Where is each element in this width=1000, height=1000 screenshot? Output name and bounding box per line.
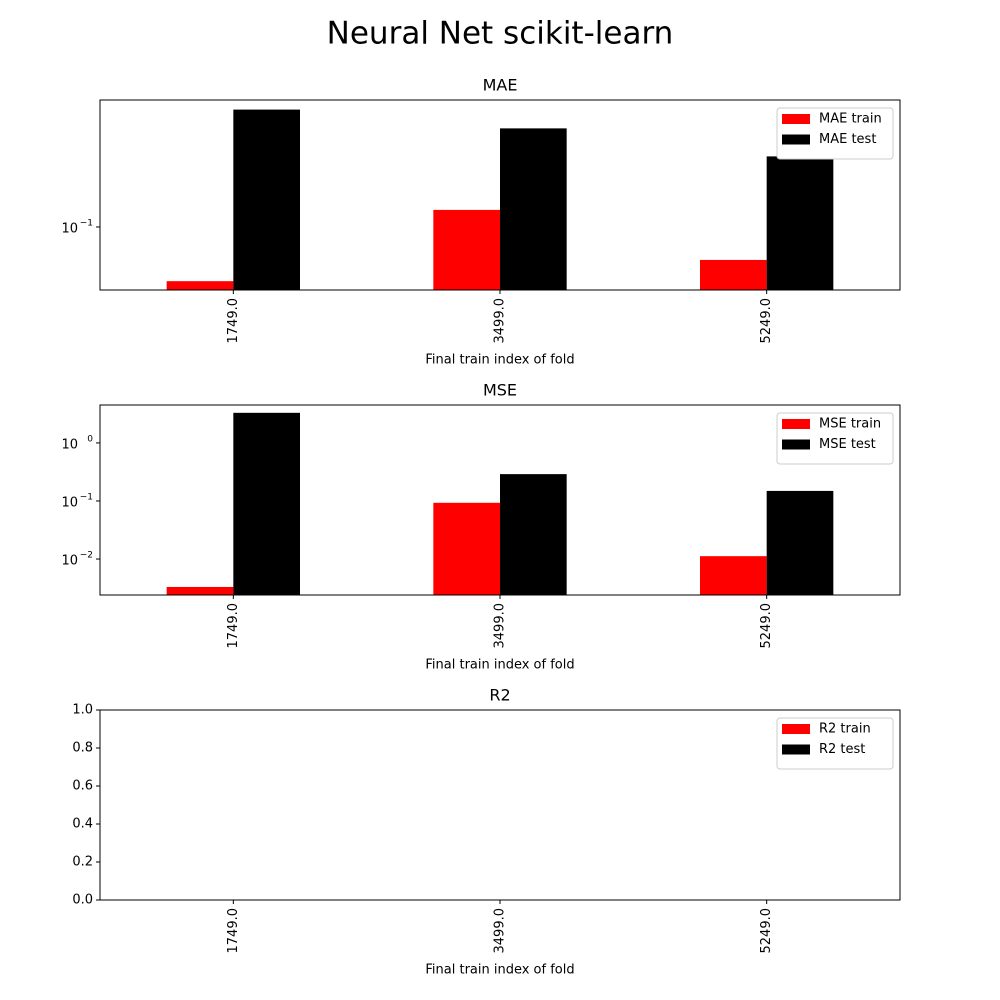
y-tick-label: 0.2	[72, 855, 93, 870]
y-tick-label: 10	[61, 554, 78, 569]
bar	[766, 156, 834, 290]
y-tick-exponent: −1	[80, 492, 93, 502]
bar	[166, 586, 234, 595]
y-tick-exponent: −1	[80, 218, 93, 228]
bar	[233, 412, 300, 595]
legend-swatch	[782, 134, 810, 145]
bar	[233, 109, 300, 290]
x-tick-label: 5249.0	[759, 908, 774, 954]
bar	[700, 556, 767, 595]
legend-label: MAE test	[819, 132, 876, 147]
x-axis-label: Final train index of fold	[425, 658, 574, 673]
figure-title: Neural Net scikit-learn	[327, 16, 674, 52]
x-axis-label: Final train index of fold	[425, 963, 574, 978]
legend-swatch	[782, 439, 810, 450]
x-axis-label: Final train index of fold	[425, 353, 574, 368]
legend-swatch	[782, 419, 810, 429]
x-tick-label: 3499.0	[493, 298, 508, 344]
x-tick-label: 3499.0	[493, 908, 508, 954]
y-tick-label: 10	[61, 495, 78, 510]
legend-swatch	[782, 114, 810, 124]
y-tick-label: 10	[61, 221, 78, 236]
legend-label: R2 train	[819, 722, 871, 737]
y-tick-exponent: 0	[87, 434, 93, 444]
bar	[433, 209, 500, 290]
y-tick-exponent: −2	[80, 551, 93, 561]
x-tick-label: 1749.0	[226, 603, 241, 649]
y-tick-label: 0.6	[72, 779, 93, 794]
axes-title: MSE	[483, 381, 517, 400]
y-tick-label: 0.4	[72, 817, 93, 832]
axes-title: R2	[489, 686, 510, 705]
y-tick-label: 1.0	[72, 703, 93, 718]
legend-swatch	[782, 724, 810, 734]
bar	[700, 259, 767, 290]
legend-label: MSE train	[819, 417, 881, 432]
legend-swatch	[782, 744, 810, 755]
y-tick-label: 0.8	[72, 741, 93, 756]
legend-label: MSE test	[819, 437, 876, 452]
legend: MSE train MSE test	[776, 412, 894, 465]
x-tick-label: 1749.0	[226, 908, 241, 954]
legend: MAE train MAE test	[776, 107, 894, 160]
legend: R2 train R2 test	[776, 717, 894, 770]
x-tick-label: 5249.0	[759, 603, 774, 649]
bar	[166, 281, 234, 290]
bar	[433, 502, 500, 595]
bar	[500, 128, 567, 290]
y-tick-label: 10	[61, 437, 78, 452]
axes-title: MAE	[483, 76, 518, 95]
y-tick-label: 0.0	[72, 893, 93, 908]
x-tick-label: 5249.0	[759, 298, 774, 344]
legend-label: MAE train	[819, 112, 882, 127]
legend-label: R2 test	[819, 742, 865, 757]
bar	[500, 474, 567, 595]
x-tick-label: 1749.0	[226, 298, 241, 344]
bar	[766, 490, 834, 595]
x-tick-label: 3499.0	[493, 603, 508, 649]
